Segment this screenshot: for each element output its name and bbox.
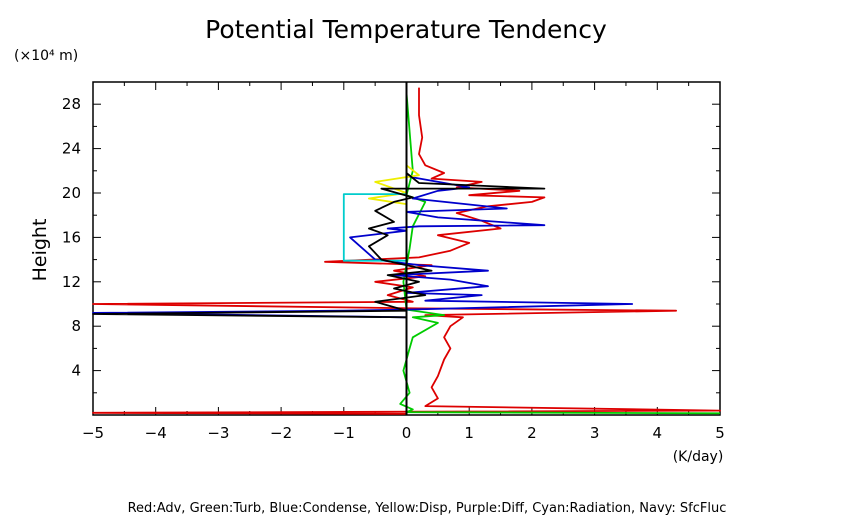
series-line-total	[92, 87, 546, 413]
chart-title: Potential Temperature Tendency	[205, 15, 607, 44]
y-tick-label: 16	[62, 228, 81, 246]
series-line-turb	[399, 93, 721, 415]
y-tick-label: 24	[62, 140, 81, 158]
x-tick-label: −4	[145, 424, 167, 442]
y-tick-label: 8	[71, 317, 81, 335]
x-tick-label: 1	[464, 424, 474, 442]
x-tick-label: 2	[527, 424, 537, 442]
y-axis-label: Height	[29, 219, 51, 282]
y-tick-label: 4	[71, 362, 81, 380]
x-tick-label: −3	[207, 424, 229, 442]
x-tick-label: −5	[82, 424, 104, 442]
x-unit-label: (K/day)	[673, 449, 724, 465]
x-tick-label: 4	[653, 424, 663, 442]
y-tick-label: 12	[62, 273, 81, 291]
legend-caption: Red:Adv, Green:Turb, Blue:Condense, Yell…	[128, 501, 727, 516]
y-tick-label: 20	[62, 184, 81, 202]
x-tick-label: 5	[715, 424, 725, 442]
x-tick-label: −1	[333, 424, 355, 442]
series-line-disp	[367, 87, 420, 249]
series-line-condense	[92, 93, 634, 413]
series-lines	[92, 82, 721, 415]
y-unit-label: (×10⁴ m)	[14, 48, 78, 64]
x-tick-label: 0	[402, 424, 412, 442]
x-tick-label: 3	[590, 424, 600, 442]
y-tick-label: 28	[62, 95, 81, 113]
series-line-radiation	[342, 193, 407, 262]
x-tick-label: −2	[270, 424, 292, 442]
